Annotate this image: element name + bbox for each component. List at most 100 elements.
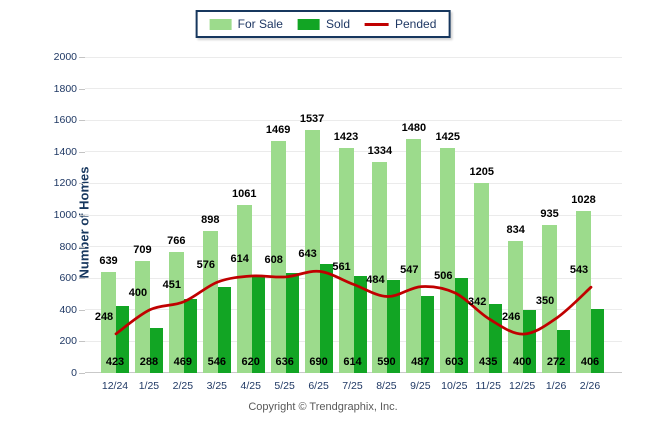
plot-area: 639 423 248 709 288 400 766 469 451 898 546 576 1061… — [85, 56, 622, 373]
y-tick-label: 200 — [59, 335, 77, 348]
x-tick-label: 11/25 — [475, 380, 501, 392]
for-sale-value-label: 898 — [201, 214, 220, 227]
for-sale-value-label: 1480 — [401, 122, 427, 135]
bar-sold — [149, 327, 163, 373]
y-tick-mark — [79, 373, 85, 374]
for-sale-value-label: 1425 — [435, 130, 461, 143]
for-sale-value-label: 1205 — [469, 165, 494, 178]
sold-value-label: 636 — [275, 356, 294, 368]
for-sale-value-label: 834 — [506, 224, 525, 237]
x-tick-label: 6/25 — [308, 380, 329, 392]
y-tick-label: 800 — [59, 240, 77, 253]
sold-value-label: 406 — [580, 356, 600, 368]
sold-value-label: 614 — [343, 356, 362, 368]
pended-value-label: 506 — [434, 270, 453, 283]
gridline — [85, 88, 622, 90]
pended-value-label: 248 — [94, 310, 114, 323]
legend-item-pended: Pended — [365, 17, 436, 31]
legend-label-sold: Sold — [325, 17, 351, 31]
sold-value-label: 690 — [309, 356, 328, 368]
legend-swatch-pended-icon — [365, 22, 390, 26]
y-tick-mark — [79, 309, 85, 311]
bar-for-sale — [474, 182, 490, 373]
pended-value-label: 614 — [230, 252, 249, 265]
bar-for-sale — [202, 231, 218, 373]
x-tick-label: 12/25 — [509, 380, 536, 392]
bar-sold — [116, 306, 129, 373]
x-tick-label: 8/25 — [376, 380, 397, 392]
bar-for-sale — [304, 130, 320, 373]
sold-value-label: 435 — [479, 356, 498, 368]
bar-for-sale — [270, 140, 286, 373]
pended-value-label: 451 — [162, 278, 182, 291]
y-tick-label: 1000 — [53, 209, 77, 221]
x-tick-label: 12/24 — [101, 380, 129, 392]
pended-line-path — [114, 269, 593, 336]
for-sale-value-label: 1537 — [299, 113, 325, 126]
y-tick-label: 1600 — [53, 114, 77, 127]
pended-value-label: 400 — [128, 286, 148, 299]
bar-sold — [251, 275, 265, 373]
x-tick-label: 2/26 — [579, 380, 601, 392]
gridline — [85, 214, 622, 216]
for-sale-value-label: 1028 — [571, 193, 596, 206]
bar-sold — [183, 298, 197, 373]
y-tick-mark — [79, 183, 85, 185]
y-tick-label: 1800 — [53, 82, 77, 95]
bar-sold — [217, 286, 231, 373]
pended-value-label: 643 — [298, 248, 317, 261]
sold-value-label: 288 — [139, 356, 159, 368]
x-tick-label: 1/26 — [545, 380, 567, 392]
for-sale-value-label: 766 — [167, 234, 186, 247]
for-sale-value-label: 709 — [133, 243, 152, 256]
y-tick-mark — [79, 88, 85, 90]
bar-sold — [591, 308, 604, 373]
y-tick-label: 400 — [59, 303, 77, 316]
y-tick-mark — [79, 120, 85, 122]
for-sale-value-label: 1423 — [333, 131, 359, 144]
bar-for-sale — [372, 162, 388, 373]
pended-value-label: 246 — [501, 311, 521, 324]
legend-swatch-for-sale-icon — [209, 18, 232, 30]
pended-value-label: 608 — [264, 253, 283, 266]
sold-value-label: 400 — [512, 356, 532, 368]
legend-item-sold: Sold — [297, 17, 351, 31]
gridline — [85, 119, 622, 121]
bar-sold — [523, 309, 537, 373]
bar-sold — [387, 279, 401, 373]
x-tick-label: 7/25 — [342, 380, 363, 392]
y-tick-mark — [79, 341, 85, 343]
for-sale-value-label: 1469 — [265, 123, 291, 136]
y-tick-mark — [79, 278, 85, 280]
sold-value-label: 272 — [546, 356, 566, 368]
bar-sold — [353, 276, 367, 373]
bar-for-sale — [508, 241, 524, 373]
bar-sold — [421, 296, 435, 373]
bar-sold — [285, 272, 299, 373]
bar-sold — [455, 277, 469, 373]
x-tick-label: 4/25 — [240, 380, 261, 392]
x-tick-label: 9/25 — [410, 380, 431, 392]
x-tick-label: 1/25 — [138, 380, 160, 392]
x-tick-label: 3/25 — [206, 380, 227, 392]
sold-value-label: 590 — [377, 356, 396, 368]
legend-swatch-sold-icon — [297, 18, 320, 30]
y-tick-mark — [79, 151, 85, 153]
pended-value-label: 342 — [468, 295, 487, 308]
y-tick-label: 0 — [71, 367, 77, 379]
sold-value-label: 603 — [445, 356, 464, 368]
y-tick-mark — [79, 246, 85, 248]
y-tick-label: 1200 — [53, 177, 77, 190]
pended-value-label: 543 — [569, 264, 589, 277]
y-tick-label: 600 — [59, 272, 77, 285]
bar-for-sale — [440, 147, 456, 373]
sold-value-label: 423 — [105, 356, 125, 368]
pended-value-label: 547 — [400, 263, 419, 276]
legend: For Sale Sold Pended — [195, 10, 451, 38]
bar-for-sale — [338, 148, 354, 373]
y-tick-label: 2000 — [53, 51, 77, 63]
legend-item-for-sale: For Sale — [209, 17, 283, 31]
legend-label-pended: Pended — [395, 17, 437, 31]
pended-value-label: 350 — [535, 294, 555, 307]
bar-for-sale — [168, 251, 184, 373]
